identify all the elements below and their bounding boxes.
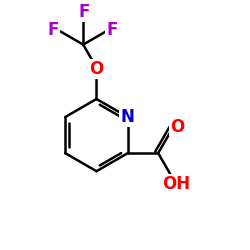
Text: F: F [78,3,90,21]
Text: O: O [170,118,184,136]
Text: OH: OH [162,174,190,192]
Text: F: F [48,21,59,39]
Text: O: O [89,60,104,78]
Text: F: F [106,21,118,39]
Text: N: N [121,108,135,126]
